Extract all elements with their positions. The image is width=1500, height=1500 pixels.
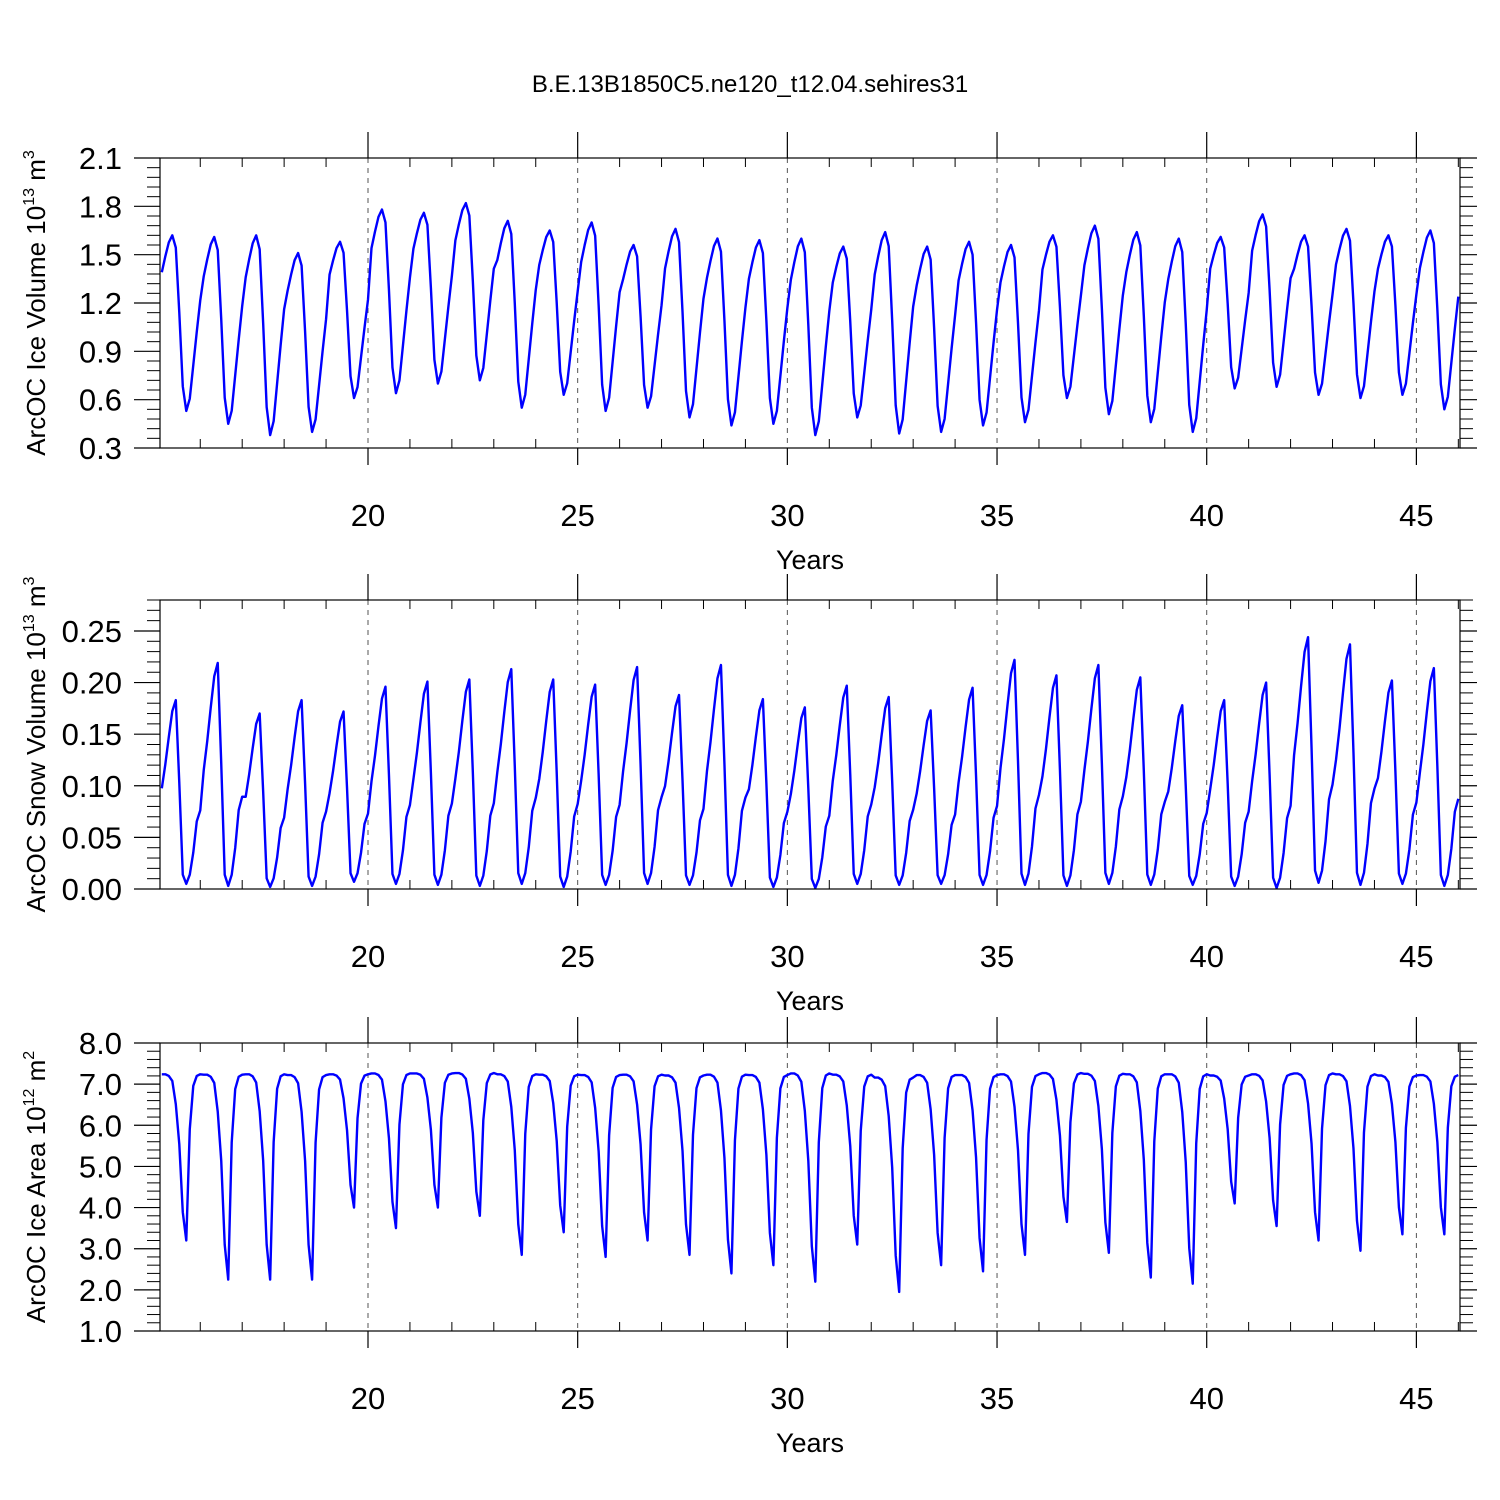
x-tick-label: 20 bbox=[351, 1381, 385, 1416]
panel-2: 20 25 30 35 40 45 Years 0.00 0.05 0.10 0.15 0.20 0.2… bbox=[21, 574, 1477, 1016]
y-tick-label: 7.0 bbox=[79, 1067, 122, 1102]
x-axis-label: Years bbox=[776, 986, 844, 1016]
panel-3: 20 25 30 35 40 45 Years 1.0 2.0 3.0 4.0 5.0 6.0 7.0 8.… bbox=[21, 1017, 1477, 1458]
y-tick-label: 0.05 bbox=[62, 820, 122, 855]
plot-frame bbox=[159, 157, 1461, 449]
y-tick-label: 4.0 bbox=[79, 1191, 122, 1226]
y-axis-label: ArcOC Snow Volume 1013 m3 bbox=[21, 576, 51, 912]
series-line bbox=[160, 201, 1460, 437]
y-tick-label: 0.3 bbox=[79, 431, 122, 466]
y-tick-label: 3.0 bbox=[79, 1232, 122, 1267]
x-tick-label: 25 bbox=[560, 939, 594, 974]
x-tick-label: 20 bbox=[351, 498, 385, 533]
x-tick-label: 35 bbox=[980, 939, 1014, 974]
y-tick-label: 0.00 bbox=[62, 872, 122, 907]
x-tick-label: 40 bbox=[1189, 939, 1223, 974]
y-tick-label: 8.0 bbox=[79, 1026, 122, 1061]
y-tick-label: 0.6 bbox=[79, 383, 122, 418]
x-tick-label: 25 bbox=[560, 1381, 594, 1416]
x-tick-label: 45 bbox=[1399, 1381, 1433, 1416]
x-axis-label: Years bbox=[776, 545, 844, 575]
x-axis-label: Years bbox=[776, 1428, 844, 1458]
y-tick-label: 1.8 bbox=[79, 189, 122, 224]
y-tick-label: 5.0 bbox=[79, 1149, 122, 1184]
y-tick-label: 2.0 bbox=[79, 1273, 122, 1308]
x-tick-label: 35 bbox=[980, 1381, 1014, 1416]
y-tick-label: 6.0 bbox=[79, 1108, 122, 1143]
x-tick-label: 25 bbox=[560, 498, 594, 533]
series-line bbox=[161, 1071, 1459, 1294]
x-tick-label: 20 bbox=[351, 939, 385, 974]
series-line bbox=[160, 635, 1460, 890]
x-tick-label: 30 bbox=[770, 939, 804, 974]
y-tick-label: 0.25 bbox=[62, 614, 122, 649]
y-tick-label: 1.2 bbox=[79, 286, 122, 321]
y-tick-label: 1.0 bbox=[79, 1314, 122, 1349]
x-tick-label: 40 bbox=[1189, 498, 1223, 533]
y-tick-label: 0.15 bbox=[62, 717, 122, 752]
y-tick-label: 2.1 bbox=[79, 141, 122, 176]
x-tick-label: 30 bbox=[770, 1381, 804, 1416]
y-axis-label: ArcOC Ice Area 1012 m2 bbox=[21, 1051, 51, 1323]
x-tick-label: 35 bbox=[980, 498, 1014, 533]
y-tick-label: 0.9 bbox=[79, 334, 122, 369]
y-tick-label: 0.20 bbox=[62, 666, 122, 701]
x-tick-label: 45 bbox=[1399, 498, 1433, 533]
panel-1: 20 25 30 35 40 45 Years 0.3 0.6 0.9 1.2 1.5 1.8 2.1 Ar… bbox=[21, 132, 1477, 575]
x-tick-label: 40 bbox=[1189, 1381, 1223, 1416]
plot-frame bbox=[159, 1042, 1461, 1332]
y-axis-label: ArcOC Ice Volume 1013 m3 bbox=[21, 150, 51, 456]
figure-title: B.E.13B1850C5.ne120_t12.04.sehires31 bbox=[532, 71, 968, 98]
x-tick-label: 30 bbox=[770, 498, 804, 533]
y-tick-label: 1.5 bbox=[79, 238, 122, 273]
y-tick-label: 0.10 bbox=[62, 769, 122, 804]
x-tick-label: 45 bbox=[1399, 939, 1433, 974]
